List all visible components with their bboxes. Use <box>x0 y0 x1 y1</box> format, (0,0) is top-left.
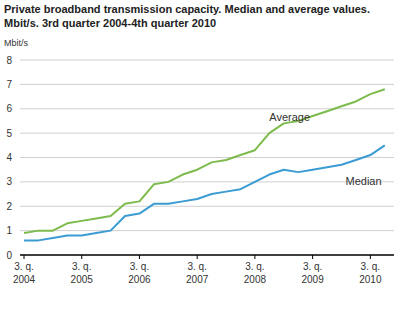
x-tick-label-line: 2005 <box>71 274 94 285</box>
grid-line <box>20 157 394 158</box>
x-tick-label-line: 2004 <box>13 274 36 285</box>
x-tick-label-line: 2010 <box>359 274 382 285</box>
grid-line <box>20 230 394 231</box>
x-tick-label: 3. q. 2006 <box>128 261 151 285</box>
x-tick-label-line: 3. q. <box>14 261 33 272</box>
grid-line <box>20 206 394 207</box>
x-tick-label-line: 3. q. <box>361 261 380 272</box>
x-tick-label: 3. q. 2004 <box>13 261 36 285</box>
x-tick-label-line: 2007 <box>186 274 209 285</box>
y-tick-label: 4 <box>6 152 12 163</box>
x-tick-label: 3. q. 2010 <box>359 261 382 285</box>
x-tick-label-line: 3. q. <box>72 261 91 272</box>
y-tick-label: 3 <box>6 176 12 187</box>
x-tick-label: 3. q. 2009 <box>302 261 325 285</box>
x-tick-label-line: 3. q. <box>245 261 264 272</box>
title: Private broadband transmission capacity.… <box>4 3 370 15</box>
grid-line <box>20 181 394 182</box>
x-tick-label-line: 3. q. <box>130 261 149 272</box>
x-tick <box>197 255 198 259</box>
chart: Private broadband transmission capacity.… <box>0 0 404 310</box>
x-axis <box>20 255 394 256</box>
x-tick-label: 3. q. 2005 <box>71 261 94 285</box>
x-tick <box>312 255 313 259</box>
x-tick-label-line: 3. q. <box>187 261 206 272</box>
series-line <box>24 145 385 240</box>
x-tick <box>370 255 371 259</box>
series-label: Median <box>345 175 381 187</box>
x-tick <box>24 255 25 259</box>
y-tick-label: 0 <box>6 250 12 261</box>
x-tick-label-line: 2009 <box>302 274 325 285</box>
grid-line <box>20 255 394 256</box>
x-tick-label: 3. q. 2007 <box>186 261 209 285</box>
series-label: Average <box>269 111 310 123</box>
y-tick-label: 1 <box>6 225 12 236</box>
y-tick-label: 7 <box>6 79 12 90</box>
y-tick-label: 8 <box>6 55 12 66</box>
x-tick <box>254 255 255 259</box>
y-tick-label: 5 <box>6 128 12 139</box>
x-tick <box>81 255 82 259</box>
plot <box>24 89 385 240</box>
grid-line <box>20 60 394 61</box>
y-label: Mbit/s <box>4 38 29 48</box>
x-tick-label-line: 2008 <box>244 274 267 285</box>
x-tick-label: 3. q. 2008 <box>244 261 267 285</box>
x-tick <box>139 255 140 259</box>
grid-line <box>20 84 394 85</box>
y-tick-label: 6 <box>6 103 12 114</box>
subtitle: Mbit/s. 3rd quarter 2004-4th quarter 201… <box>4 17 216 29</box>
series-line <box>24 89 385 233</box>
x-tick-label-line: 2006 <box>128 274 151 285</box>
grid-line <box>20 133 394 134</box>
x-tick-label-line: 3. q. <box>303 261 322 272</box>
y-tick-label: 2 <box>6 201 12 212</box>
